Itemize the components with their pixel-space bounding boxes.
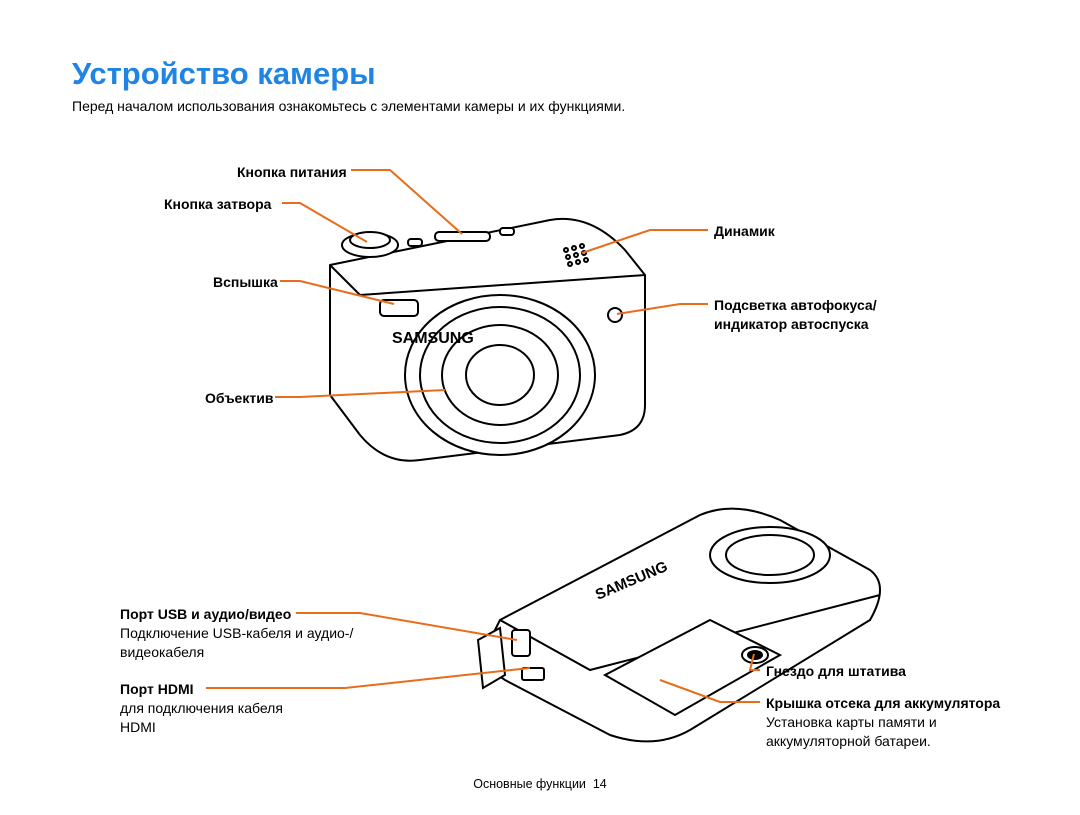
footer-page-number: 14	[593, 777, 607, 791]
footer-section: Основные функции	[473, 777, 586, 791]
page-footer: Основные функции 14	[0, 777, 1080, 791]
leaders-bottom	[0, 0, 1080, 815]
